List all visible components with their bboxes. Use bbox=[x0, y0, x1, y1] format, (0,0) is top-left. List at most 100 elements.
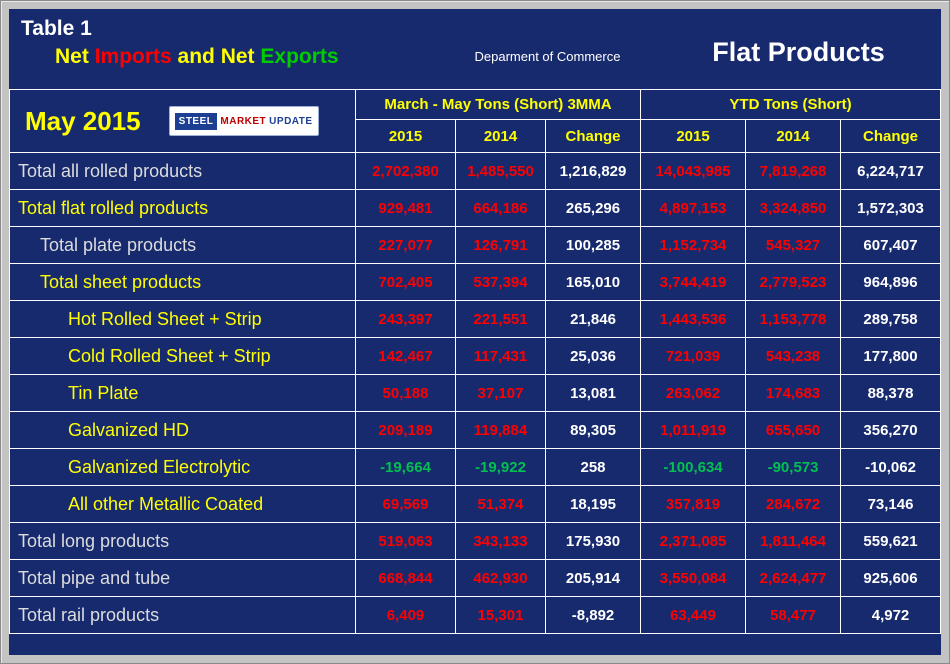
header-left: Table 1 Net Imports and Net Exports bbox=[9, 9, 439, 69]
cell-tons-value: 668,844 bbox=[355, 559, 456, 597]
cell-tons-value: 117,431 bbox=[455, 337, 546, 375]
cell-change-value: 1,216,829 bbox=[544, 152, 642, 190]
cell-tons-value: 721,039 bbox=[640, 337, 747, 375]
row-label: Tin Plate bbox=[9, 374, 356, 412]
table-body: Total all rolled products 2,702,380 1,485,… bbox=[9, 152, 941, 634]
cell-tons-value: 2,702,380 bbox=[355, 152, 456, 190]
row-label: Total all rolled products bbox=[9, 152, 356, 190]
cell-tons-value: 462,930 bbox=[455, 559, 546, 597]
table-row: Total pipe and tube 668,844 462,930 205,914… bbox=[9, 559, 941, 597]
cell-change-value: 356,270 bbox=[840, 411, 941, 449]
col-ytd-change: Change bbox=[840, 119, 941, 153]
table-row: All other Metallic Coated 69,569 51,374 18,… bbox=[9, 485, 941, 523]
cell-tons-value: 2,371,085 bbox=[640, 522, 747, 560]
cell-tons-value: 655,650 bbox=[745, 411, 842, 449]
cell-tons-value: 15,301 bbox=[455, 596, 546, 634]
cell-tons-value: -19,922 bbox=[455, 448, 546, 486]
cell-tons-value: 69,569 bbox=[355, 485, 456, 523]
cell-tons-value: 343,133 bbox=[455, 522, 546, 560]
period-corner-content: May 2015 STEEL MARKET UPDATE bbox=[11, 106, 354, 137]
cell-change-value: -10,062 bbox=[840, 448, 941, 486]
title-part-exports: Exports bbox=[260, 45, 339, 68]
row-label: Cold Rolled Sheet + Strip bbox=[9, 337, 356, 375]
row-label: Total flat rolled products bbox=[9, 189, 356, 227]
period-label: May 2015 bbox=[25, 105, 141, 136]
cell-tons-value: -19,664 bbox=[355, 448, 456, 486]
cell-tons-value: 519,063 bbox=[355, 522, 456, 560]
logo-text-steel: STEEL bbox=[174, 112, 218, 130]
cell-change-value: 21,846 bbox=[544, 300, 642, 338]
row-label: Total plate products bbox=[9, 226, 356, 264]
col-3mma-change: Change bbox=[544, 119, 642, 153]
cell-change-value: 175,930 bbox=[544, 522, 642, 560]
cell-tons-value: 126,791 bbox=[455, 226, 546, 264]
cell-tons-value: 2,779,523 bbox=[745, 263, 842, 301]
cell-tons-value: 664,186 bbox=[455, 189, 546, 227]
table-row: Galvanized Electrolytic -19,664 -19,922 258… bbox=[9, 448, 941, 486]
col-ytd-2014: 2014 bbox=[745, 119, 842, 153]
report-header: Table 1 Net Imports and Net Exports Depa… bbox=[9, 9, 941, 89]
cell-tons-value: 1,152,734 bbox=[640, 226, 747, 264]
cell-tons-value: 3,744,419 bbox=[640, 263, 747, 301]
table-row: Total plate products 227,077 126,791 100,28… bbox=[9, 226, 941, 264]
cell-tons-value: 537,394 bbox=[455, 263, 546, 301]
period-corner-cell: May 2015 STEEL MARKET UPDATE bbox=[9, 89, 356, 153]
row-label: Hot Rolled Sheet + Strip bbox=[9, 300, 356, 338]
cell-tons-value: 263,062 bbox=[640, 374, 747, 412]
net-imports-exports-table: May 2015 STEEL MARKET UPDATE March - May… bbox=[9, 89, 941, 634]
cell-tons-value: 702,405 bbox=[355, 263, 456, 301]
cell-tons-value: 243,397 bbox=[355, 300, 456, 338]
cell-tons-value: 3,550,084 bbox=[640, 559, 747, 597]
cell-change-value: 13,081 bbox=[544, 374, 642, 412]
cell-tons-value: 221,551 bbox=[455, 300, 546, 338]
cell-tons-value: 58,477 bbox=[745, 596, 842, 634]
cell-change-value: 73,146 bbox=[840, 485, 941, 523]
cell-tons-value: 357,819 bbox=[640, 485, 747, 523]
cell-change-value: 559,621 bbox=[840, 522, 941, 560]
cell-tons-value: 50,188 bbox=[355, 374, 456, 412]
col-3mma-2015: 2015 bbox=[355, 119, 456, 153]
cell-tons-value: 63,449 bbox=[640, 596, 747, 634]
cell-change-value: 607,407 bbox=[840, 226, 941, 264]
table-row: Tin Plate 50,188 37,107 13,081 263,062 174,68… bbox=[9, 374, 941, 412]
cell-change-value: 265,296 bbox=[544, 189, 642, 227]
cell-tons-value: 14,043,985 bbox=[640, 152, 747, 190]
cell-tons-value: 7,819,268 bbox=[745, 152, 842, 190]
cell-change-value: 165,010 bbox=[544, 263, 642, 301]
cell-change-value: 289,758 bbox=[840, 300, 941, 338]
row-label: Galvanized Electrolytic bbox=[9, 448, 356, 486]
title-part-and-net: and Net bbox=[171, 45, 261, 68]
cell-tons-value: 227,077 bbox=[355, 226, 456, 264]
cell-change-value: 25,036 bbox=[544, 337, 642, 375]
cell-tons-value: 209,189 bbox=[355, 411, 456, 449]
cell-tons-value: 929,481 bbox=[355, 189, 456, 227]
row-label: Total sheet products bbox=[9, 263, 356, 301]
cell-tons-value: 545,327 bbox=[745, 226, 842, 264]
table-row: Total all rolled products 2,702,380 1,485,… bbox=[9, 152, 941, 190]
cell-tons-value: -90,573 bbox=[745, 448, 842, 486]
logo-text-market: MARKET bbox=[220, 115, 267, 127]
report-panel: Table 1 Net Imports and Net Exports Depa… bbox=[9, 9, 941, 655]
cell-tons-value: 1,811,464 bbox=[745, 522, 842, 560]
column-group-3mma: March - May Tons (Short) 3MMA bbox=[354, 89, 642, 120]
department-label: Deparment of Commerce bbox=[474, 49, 621, 64]
column-group-row: May 2015 STEEL MARKET UPDATE March - May… bbox=[9, 89, 941, 153]
cell-tons-value: 119,884 bbox=[455, 411, 546, 449]
cell-tons-value: 174,683 bbox=[745, 374, 842, 412]
row-label: Total long products bbox=[9, 522, 356, 560]
cell-change-value: 1,572,303 bbox=[840, 189, 941, 227]
cell-tons-value: 1,153,778 bbox=[745, 300, 842, 338]
cell-tons-value: 284,672 bbox=[745, 485, 842, 523]
col-3mma-2014: 2014 bbox=[455, 119, 546, 153]
table-row: Hot Rolled Sheet + Strip 243,397 221,551 21… bbox=[9, 300, 941, 338]
cell-change-value: 6,224,717 bbox=[840, 152, 941, 190]
col-ytd-2015: 2015 bbox=[640, 119, 747, 153]
row-label: Total pipe and tube bbox=[9, 559, 356, 597]
table-row: Total flat rolled products 929,481 664,186… bbox=[9, 189, 941, 227]
report-title: Net Imports and Net Exports bbox=[9, 45, 439, 69]
cell-tons-value: 1,485,550 bbox=[455, 152, 546, 190]
cell-change-value: 205,914 bbox=[544, 559, 642, 597]
cell-tons-value: 543,238 bbox=[745, 337, 842, 375]
column-group-ytd: YTD Tons (Short) bbox=[640, 89, 941, 120]
